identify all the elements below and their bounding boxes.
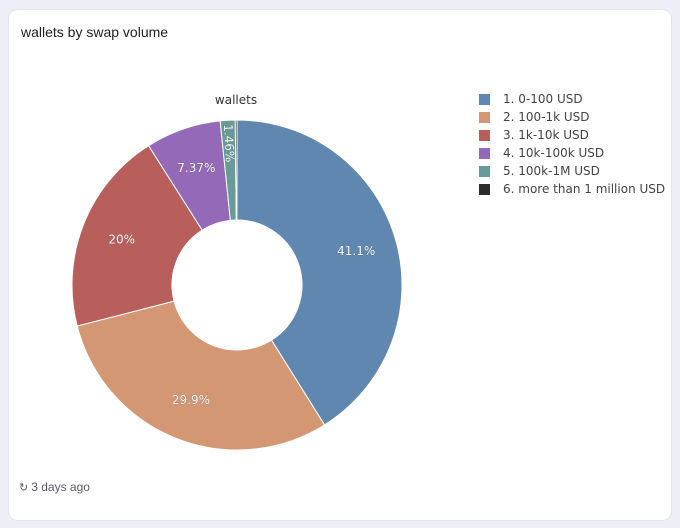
slice-label-2: 29.9% [172, 393, 210, 407]
slice-label-5: 1.46% [221, 124, 237, 163]
legend-item-6[interactable]: 6. more than 1 million USD [479, 180, 665, 198]
legend: 1. 0-100 USD 2. 100-1k USD 3. 1k-10k USD 4.… [479, 90, 665, 198]
legend-swatch-5 [479, 165, 490, 177]
legend-swatch-6 [479, 183, 490, 195]
legend-label-5: 5. 100k-1M USD [503, 164, 600, 178]
slices-group [71, 119, 403, 451]
legend-label-6: 6. more than 1 million USD [503, 182, 666, 196]
slice-2[interactable] [76, 300, 326, 451]
legend-label-2: 2. 100-1k USD [503, 110, 590, 124]
legend-item-3[interactable]: 3. 1k-10k USD [479, 126, 665, 144]
slice-labels-group: 41.1% 29.9% 20% 7.37% 1.46% [108, 124, 375, 408]
legend-swatch-2 [479, 111, 490, 123]
legend-label-1: 1. 0-100 USD [503, 92, 583, 106]
last-updated: ↻ 3 days ago [19, 480, 90, 494]
legend-item-5[interactable]: 5. 100k-1M USD [479, 162, 665, 180]
slice-1[interactable] [236, 119, 403, 426]
last-updated-text: 3 days ago [31, 480, 90, 494]
chart-card: wallets by swap volume wallets 41.1% 29.9… [9, 10, 671, 520]
slice-6[interactable] [234, 119, 238, 221]
slice-label-1: 41.1% [337, 244, 375, 258]
legend-item-1[interactable]: 1. 0-100 USD [479, 90, 665, 108]
legend-swatch-1 [479, 93, 490, 105]
legend-item-4[interactable]: 4. 10k-100k USD [479, 144, 665, 162]
legend-label-3: 3. 1k-10k USD [503, 128, 589, 142]
slice-label-3: 20% [108, 232, 135, 246]
legend-swatch-4 [479, 147, 490, 159]
refresh-icon[interactable]: ↻ [19, 481, 29, 494]
slice-3[interactable] [71, 144, 203, 327]
legend-label-4: 4. 10k-100k USD [503, 146, 605, 160]
legend-item-2[interactable]: 2. 100-1k USD [479, 108, 665, 126]
legend-swatch-3 [479, 129, 490, 141]
donut-chart: wallets 41.1% 29.9% 20% 7.37% 1.46% [71, 93, 403, 451]
slice-label-4: 7.37% [177, 161, 215, 175]
card-title: wallets by swap volume [21, 24, 169, 40]
chart-title: wallets [215, 93, 257, 107]
